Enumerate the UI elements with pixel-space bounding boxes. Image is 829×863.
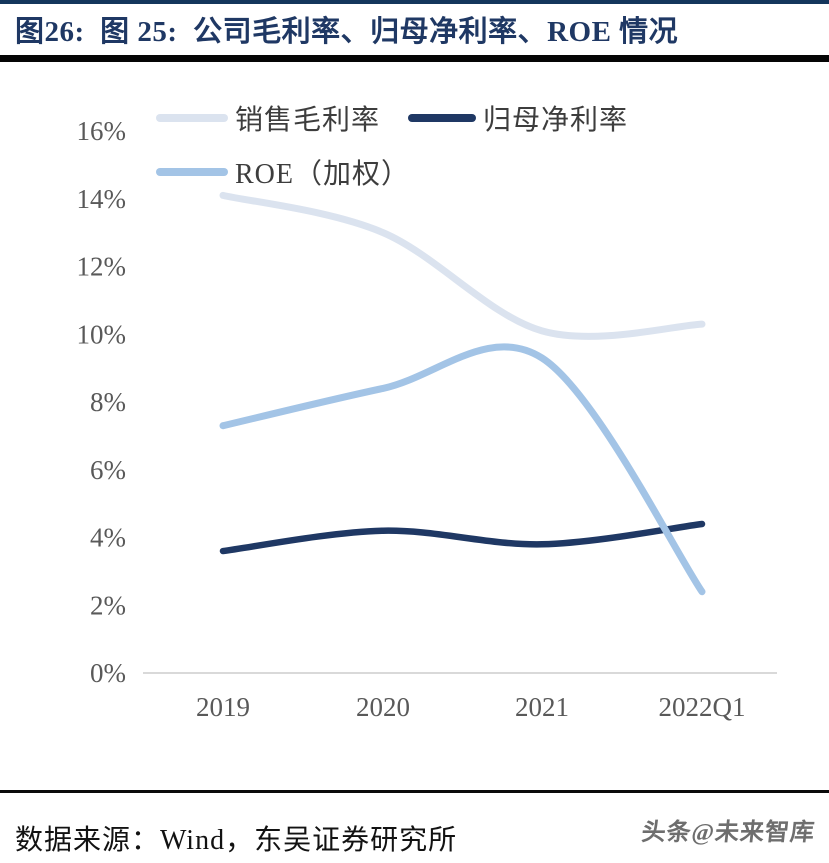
y-tick-label: 0% (90, 658, 126, 688)
y-tick-label: 8% (90, 387, 126, 417)
y-tick-label: 4% (90, 523, 126, 553)
top-divider (0, 0, 829, 4)
y-tick-label: 16% (77, 116, 127, 146)
x-axis-label: 2019 (196, 692, 250, 722)
y-tick-label: 12% (77, 252, 127, 282)
gross-margin-line (219, 191, 706, 340)
y-tick-label: 6% (90, 455, 126, 485)
y-tick-label: 10% (77, 319, 127, 349)
legend-label-net-margin: 归母净利率 (483, 105, 629, 136)
net-margin-line (219, 520, 706, 555)
x-axis-label: 2020 (356, 692, 410, 722)
title-divider (0, 55, 829, 62)
net-margin-swatch-icon (408, 114, 476, 122)
y-tick-label: 2% (90, 590, 126, 620)
data-source-text: 数据来源：Wind，东吴证券研究所 (15, 825, 458, 856)
legend-label-gross-margin: 销售毛利率 (235, 105, 381, 136)
x-axis-label: 2021 (515, 692, 569, 722)
roe-line (219, 343, 706, 596)
gross-margin-swatch-icon (156, 114, 228, 122)
y-tick-label: 14% (77, 184, 127, 214)
watermark-text: 头条@未来智库 (639, 820, 816, 846)
legend-label-roe: ROE（加权） (235, 159, 411, 190)
legend-item-net-margin: 归母净利率 (408, 102, 628, 136)
roe-swatch-icon (156, 168, 228, 176)
figure-title: 图26: 图 25: 公司毛利率、归母净利率、ROE 情况 (15, 16, 679, 48)
x-axis-label: 2022Q1 (659, 692, 746, 722)
footer-divider (0, 790, 829, 793)
legend-item-roe: ROE（加权） (156, 156, 410, 190)
legend-item-gross-margin: 销售毛利率 (156, 102, 380, 136)
